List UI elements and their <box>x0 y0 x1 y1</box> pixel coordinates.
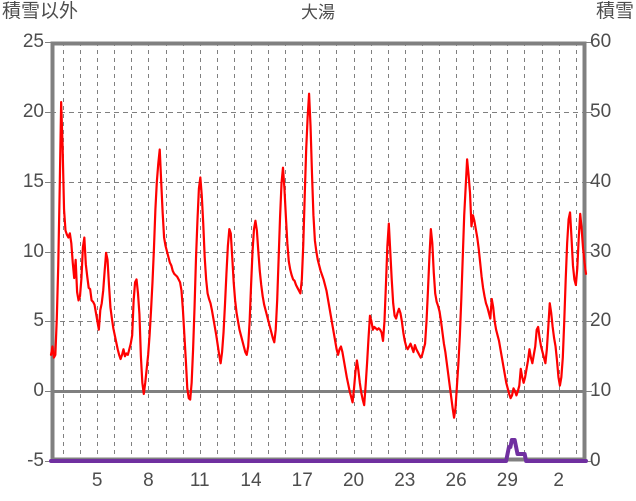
left-axis-tick-4: 5 <box>33 310 44 332</box>
right-axis-tick-4: 20 <box>590 310 612 332</box>
plot-frame <box>50 41 587 462</box>
right-axis-tick-6: 0 <box>590 450 601 471</box>
right-axis-tick-0: 60 <box>590 31 612 52</box>
right-axis-title: 積雪 <box>595 0 634 22</box>
x-axis-tick-6: 23 <box>394 470 416 491</box>
snow-depth-line <box>49 438 588 463</box>
x-axis-tick-2: 11 <box>189 470 210 491</box>
axis-tick-marks <box>45 42 592 462</box>
data-series-layer <box>49 92 588 463</box>
left-axis-tick-1: 20 <box>22 100 44 122</box>
x-axis-tick-4: 17 <box>291 470 313 491</box>
x-axis-tick-8: 29 <box>496 470 518 491</box>
right-axis-tick-3: 30 <box>590 240 612 262</box>
x-axis-tick-3: 14 <box>240 470 262 491</box>
x-axis-tick-5: 20 <box>342 470 365 491</box>
x-axis-tick-0: 5 <box>91 470 103 491</box>
temperature-line <box>49 92 588 419</box>
right-axis-tick-5: 10 <box>590 380 612 402</box>
x-axis-tick-1: 8 <box>143 470 154 491</box>
left-axis-tick-5: 0 <box>33 380 44 402</box>
left-axis-tick-2: 15 <box>22 170 44 192</box>
left-axis-title: 積雪以外 <box>2 0 79 22</box>
chart-title: 大湯 <box>301 3 335 23</box>
left-axis-tick-6: -5 <box>27 450 44 471</box>
left-axis-tick-3: 10 <box>22 240 44 262</box>
gridlines-layer <box>51 42 586 461</box>
x-axis-tick-9: 2 <box>553 470 564 491</box>
right-axis-tick-1: 50 <box>590 100 612 122</box>
left-axis-tick-0: 25 <box>22 31 44 52</box>
right-axis-tick-2: 40 <box>590 170 612 192</box>
x-axis-tick-7: 26 <box>445 470 467 491</box>
